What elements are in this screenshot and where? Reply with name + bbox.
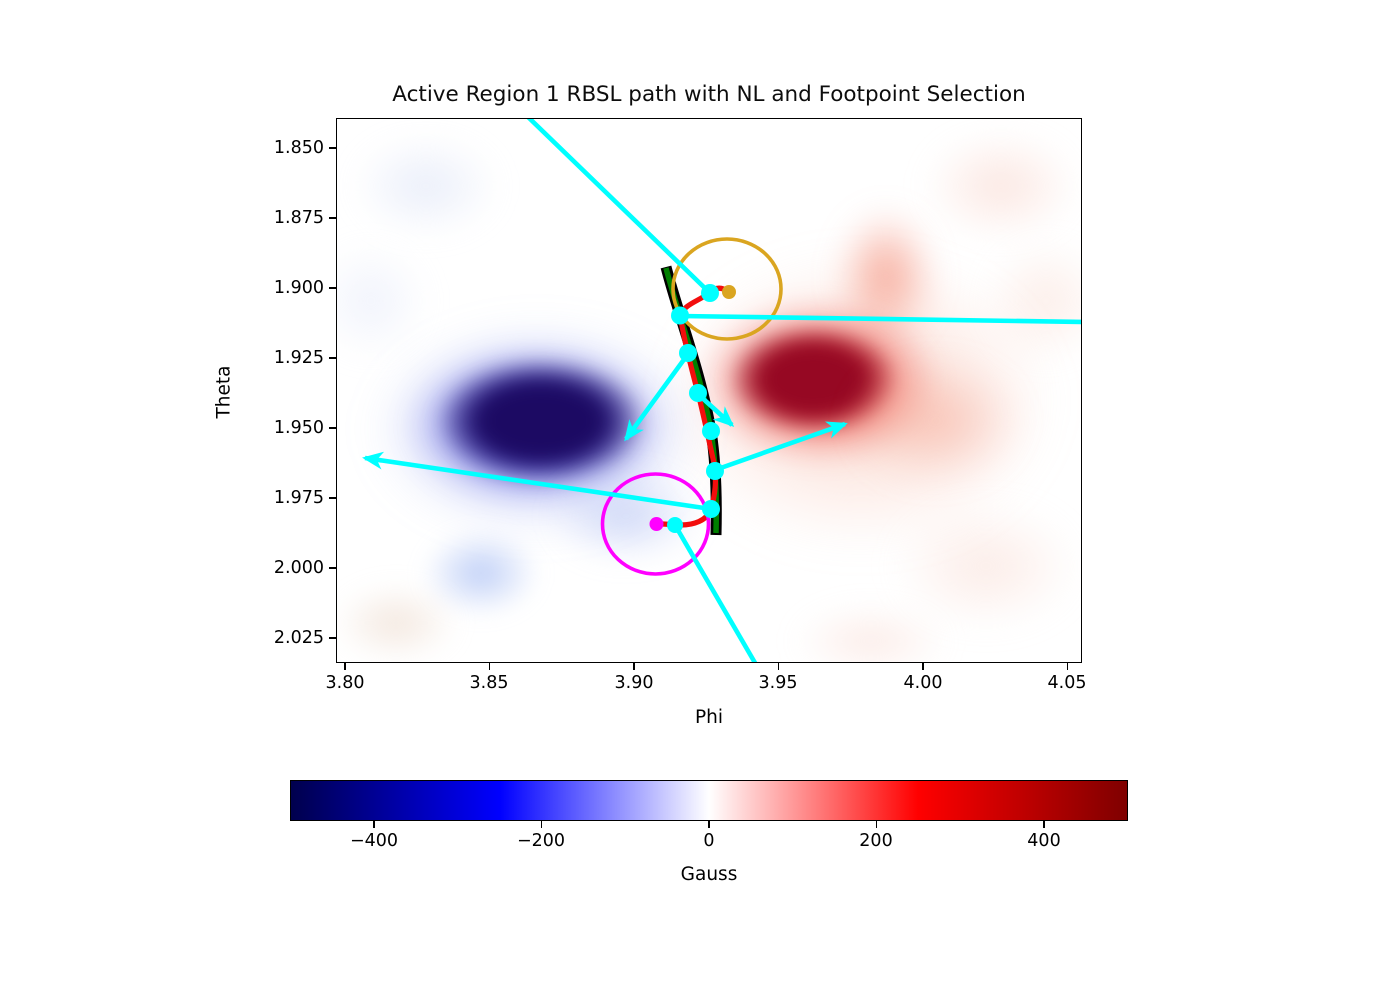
plot-area[interactable] [336, 118, 1082, 663]
x-axis-label: Phi [694, 707, 724, 728]
x-tick-label: 3.95 [758, 673, 798, 693]
path-point-3[interactable] [679, 344, 697, 362]
y-tick [329, 497, 336, 499]
colorbar-tick-label: 0 [703, 831, 715, 851]
path-point-8[interactable] [667, 517, 683, 533]
x-tick [488, 663, 491, 670]
y-tick-label: 2.025 [273, 628, 324, 648]
path-point-5[interactable] [702, 422, 720, 440]
path-point-6[interactable] [706, 462, 724, 480]
y-tick [329, 147, 336, 149]
x-tick-label: 3.90 [614, 673, 654, 693]
y-tick [329, 637, 336, 639]
y-tick-label: 1.875 [273, 208, 324, 228]
faint-blue-patch-top-left [337, 121, 521, 251]
colorbar-tick [1043, 821, 1045, 828]
cyan-arrow-long-left [362, 451, 712, 512]
negative-footpoint-dot[interactable] [649, 517, 664, 531]
y-tick [329, 217, 336, 219]
y-tick-label: 1.925 [273, 348, 324, 368]
x-tick [1066, 663, 1069, 670]
y-tick [329, 287, 336, 289]
y-tick-label: 1.950 [273, 418, 324, 438]
y-tick [329, 567, 336, 569]
y-tick-label: 1.900 [273, 278, 324, 298]
colorbar-tick [875, 821, 878, 828]
cyan-arrow-up-right [714, 421, 848, 473]
y-tick-label: 1.850 [273, 138, 324, 158]
faint-pink-patch-bottom-right [866, 486, 1081, 646]
overlay-svg [362, 119, 1081, 662]
x-tick [633, 663, 635, 670]
colorbar-tick [708, 821, 710, 828]
x-tick-label: 3.85 [469, 673, 509, 693]
x-tick [922, 663, 924, 670]
cyan-arrow-down-right [697, 393, 735, 428]
path-point-1[interactable] [701, 284, 719, 302]
path-point-4[interactable] [689, 384, 707, 402]
colorbar-tick-label: −400 [349, 831, 399, 851]
positive-footpoint-dot[interactable] [722, 285, 736, 299]
x-tick-label: 4.00 [903, 673, 943, 693]
path-point-7[interactable] [702, 500, 720, 518]
colorbar [290, 780, 1128, 821]
x-tick [777, 663, 780, 670]
path-point-2[interactable] [671, 306, 689, 325]
cyan-line-bottom [673, 523, 758, 662]
cyan-arrow-down-left [624, 352, 690, 442]
y-axis-label: Theta [213, 365, 235, 419]
x-tick-label: 4.05 [1047, 673, 1087, 693]
x-tick-label: 3.80 [325, 673, 365, 693]
negative-footpoint-circle[interactable] [600, 472, 711, 576]
cyan-line-horizontal [679, 313, 1081, 325]
y-tick [329, 427, 336, 429]
colorbar-tick [540, 821, 543, 828]
colorbar-tick [373, 821, 375, 828]
colorbar-tick-label: 200 [859, 831, 893, 851]
x-tick [344, 663, 346, 670]
colorbar-label: Gauss [680, 864, 738, 885]
positive-footpoint-circle[interactable] [671, 237, 783, 341]
faint-tan-patch-bottom-left [337, 573, 476, 662]
y-tick-label: 2.000 [273, 558, 324, 578]
plot-title: Active Region 1 RBSL path with NL and Fo… [392, 82, 1026, 107]
y-tick [329, 357, 336, 359]
y-tick-label: 1.975 [273, 488, 324, 508]
faint-pink-patch-bottom-center [771, 596, 971, 662]
colorbar-tick-label: −200 [516, 831, 566, 851]
cyan-line-top [526, 119, 712, 295]
colorbar-tick-label: 400 [1027, 831, 1061, 851]
